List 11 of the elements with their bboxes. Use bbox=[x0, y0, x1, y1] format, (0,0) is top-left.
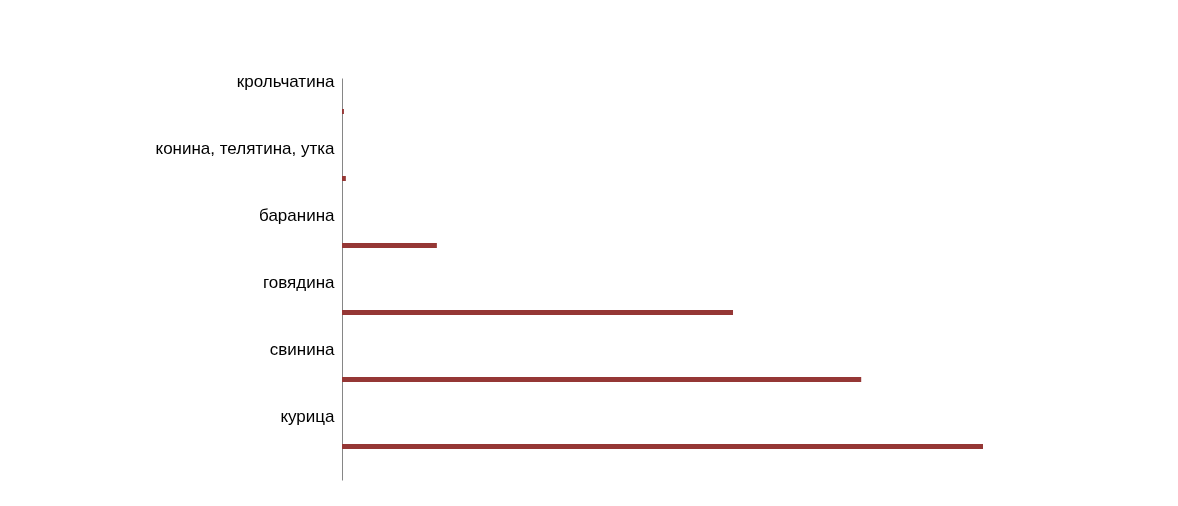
y-tick-label: крольчатина bbox=[236, 71, 336, 91]
bar bbox=[342, 377, 862, 382]
bar bbox=[342, 444, 983, 449]
y-tick-label: свинина bbox=[269, 339, 336, 359]
bar bbox=[342, 310, 734, 315]
y-tick-label: конина, телятина, утка bbox=[155, 138, 336, 158]
bar bbox=[342, 176, 346, 181]
y-tick-label: баранина bbox=[259, 205, 336, 225]
bar bbox=[342, 243, 437, 248]
y-tick-label: говядина bbox=[262, 272, 336, 292]
y-tick-label: курица bbox=[280, 406, 336, 426]
